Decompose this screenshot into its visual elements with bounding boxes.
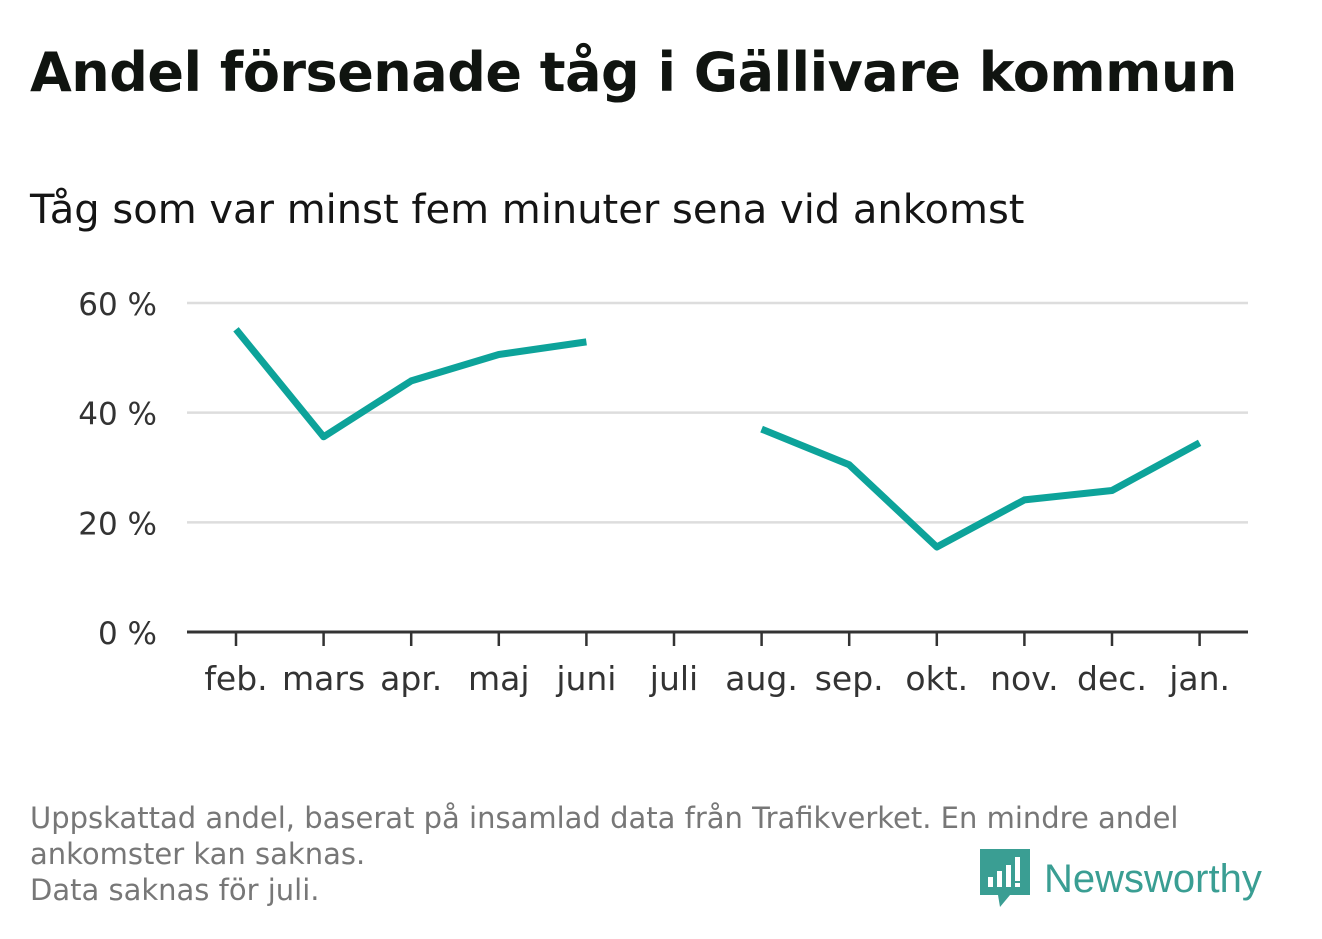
x-tick-label: nov.: [990, 659, 1059, 698]
series-line-segment-1: [233, 327, 587, 441]
x-tick-label: juli: [649, 659, 698, 698]
x-tick-label: juni: [555, 659, 616, 698]
x-tick-label: sep.: [815, 659, 884, 698]
x-tick-label: okt.: [905, 659, 968, 698]
brand[interactable]: Newsworthy: [980, 848, 1262, 910]
y-tick-label: 0 %: [98, 616, 157, 652]
x-tick-label: aug.: [725, 659, 798, 698]
x-axis: [187, 630, 1248, 646]
footnote-line-2: ankomster kan saknas.: [30, 837, 366, 871]
footnote-line-3: Data saknas för juli.: [30, 873, 320, 907]
y-tick-label: 60 %: [78, 287, 157, 323]
series-lines: [233, 327, 1202, 551]
chart-title: Andel försenade tåg i Gällivare kommun: [30, 41, 1237, 104]
footnote-line-1: Uppskattad andel, baserat på insamlad da…: [30, 801, 1179, 835]
footnote: Uppskattad andel, baserat på insamlad da…: [30, 800, 1280, 908]
x-tick-label: dec.: [1077, 659, 1147, 698]
line-chart: 0 % 20 % 40 % 60 % feb. mars apr. maj juni juli au…: [78, 287, 1248, 698]
bar-chart-speech-bubble-icon: [980, 849, 1030, 907]
x-tick-label: apr.: [380, 659, 442, 698]
brand-name: Newsworthy: [1044, 856, 1262, 901]
x-tick-label: feb.: [204, 659, 267, 698]
grid-lines: [187, 301, 1248, 524]
series-line-segment-2: [760, 425, 1202, 551]
chart-subtitle: Tåg som var minst fem minuter sena vid a…: [30, 187, 1025, 233]
x-tick-label: maj: [468, 659, 530, 698]
y-tick-label: 20 %: [78, 506, 157, 542]
y-tick-label: 40 %: [78, 397, 157, 433]
x-tick-label: jan.: [1168, 659, 1230, 698]
tick-labels: 0 % 20 % 40 % 60 % feb. mars apr. maj juni juli au…: [78, 287, 1230, 698]
x-tick-label: mars: [282, 659, 365, 698]
